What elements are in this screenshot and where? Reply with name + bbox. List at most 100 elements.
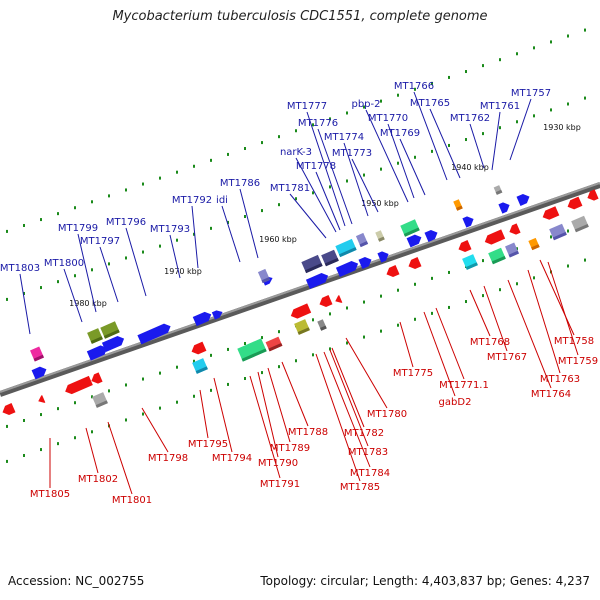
guide-dot xyxy=(261,209,263,213)
top-gene-label: MT1797 xyxy=(80,236,120,247)
feature-block xyxy=(30,346,44,362)
gene-shadow xyxy=(531,244,540,251)
guide-dot xyxy=(567,34,569,38)
guide-dot xyxy=(91,430,93,434)
feature-block xyxy=(192,358,208,374)
gene-shadow xyxy=(261,277,271,284)
guide-dot xyxy=(516,282,518,286)
guide-dot xyxy=(431,149,433,153)
guide-dot xyxy=(482,132,484,136)
feature-block xyxy=(571,215,589,233)
top-gene-label: MT1803 xyxy=(0,263,40,274)
forward-gene xyxy=(498,202,510,214)
guide-dot xyxy=(482,294,484,298)
gene-arrow xyxy=(290,303,312,319)
guide-dots-3 xyxy=(6,258,586,463)
gene-shadow xyxy=(304,263,323,274)
feature-block xyxy=(87,328,103,344)
gene-shadow xyxy=(338,247,357,258)
bottom-gene-label: MT1763 xyxy=(540,374,580,385)
guide-dot xyxy=(176,365,178,369)
top-leader-line xyxy=(306,111,346,227)
gene-shadow xyxy=(491,255,506,265)
guide-dot xyxy=(431,276,433,280)
gene-arrow xyxy=(377,251,389,263)
bottom-leader-line xyxy=(539,259,575,336)
bottom-gene-label: MT1784 xyxy=(350,468,390,479)
guide-dot xyxy=(346,179,348,183)
guide-dot xyxy=(278,135,280,139)
top-gene-label: MT1773 xyxy=(332,148,372,159)
top-gene-label: MT1796 xyxy=(106,217,146,228)
feature-block xyxy=(257,268,271,284)
feature-block xyxy=(100,321,120,339)
forward-gene xyxy=(335,261,359,277)
guide-dot xyxy=(295,129,297,133)
guide-dot xyxy=(57,280,59,284)
guide-dot xyxy=(363,300,365,304)
top-leader-line xyxy=(365,109,409,203)
gene-arrow xyxy=(516,194,530,206)
guide-dot xyxy=(210,158,212,162)
guide-dot xyxy=(499,126,501,130)
reverse-gene xyxy=(2,403,16,415)
guide-dot xyxy=(465,300,467,304)
gene-arrow xyxy=(498,202,510,214)
forward-gene xyxy=(424,230,438,242)
feature-block xyxy=(462,254,478,270)
top-leader-line xyxy=(169,234,181,279)
top-gene-label: idi xyxy=(216,195,228,206)
gene-arrow xyxy=(424,230,438,242)
gene-shadow xyxy=(324,257,339,267)
gene-shadow xyxy=(268,343,283,352)
bottom-gene-label: MT1782 xyxy=(344,428,384,439)
guide-dot xyxy=(380,294,382,298)
top-gene-label: MT1786 xyxy=(220,178,260,189)
guide-dot xyxy=(329,117,331,121)
reverse-gene xyxy=(567,196,583,210)
guide-dot xyxy=(125,188,127,192)
guide-dot xyxy=(57,212,59,216)
forward-gene xyxy=(358,257,372,269)
guide-dot xyxy=(397,93,399,97)
bottom-leader-line xyxy=(331,347,365,428)
top-leader-line xyxy=(469,123,485,169)
gene-body xyxy=(335,238,357,258)
guide-dot xyxy=(193,394,195,398)
top-gene-label: MT1778 xyxy=(296,161,336,172)
guide-dot xyxy=(57,442,59,446)
top-leader-line xyxy=(125,227,147,297)
top-gene-label: MT1761 xyxy=(480,101,520,112)
gene-arrow xyxy=(319,295,333,307)
gene-arrow xyxy=(542,206,560,220)
gene-arrow xyxy=(406,234,422,248)
feature-block xyxy=(265,336,283,352)
feature-block xyxy=(92,392,108,408)
gene-arrow xyxy=(509,223,521,235)
guide-dot xyxy=(176,238,178,242)
guide-dot xyxy=(159,244,161,248)
guide-dot xyxy=(567,264,569,268)
guide-dot xyxy=(550,40,552,44)
guide-dot xyxy=(108,194,110,198)
tick-label: 1930 kbp xyxy=(543,123,581,132)
guide-dot xyxy=(448,75,450,79)
genome-backbone xyxy=(0,182,600,397)
guide-dot xyxy=(227,347,229,351)
guide-dot xyxy=(57,407,59,411)
bottom-leader-line xyxy=(469,289,491,337)
reverse-gene xyxy=(386,265,400,277)
guide-dot xyxy=(108,389,110,393)
guide-dot xyxy=(380,99,382,103)
reverse-gene xyxy=(290,303,312,319)
guide-dot xyxy=(142,250,144,254)
guide-dot xyxy=(40,286,42,290)
bottom-gene-label: MT1791 xyxy=(260,479,300,490)
guide-dot xyxy=(91,395,93,399)
guide-dot xyxy=(210,388,212,392)
guide-dot xyxy=(6,297,8,301)
guide-dot xyxy=(567,229,569,233)
top-gene-label: MT1766 xyxy=(394,81,434,92)
top-gene-label: MT1770 xyxy=(368,113,408,124)
feature-block xyxy=(321,249,339,267)
